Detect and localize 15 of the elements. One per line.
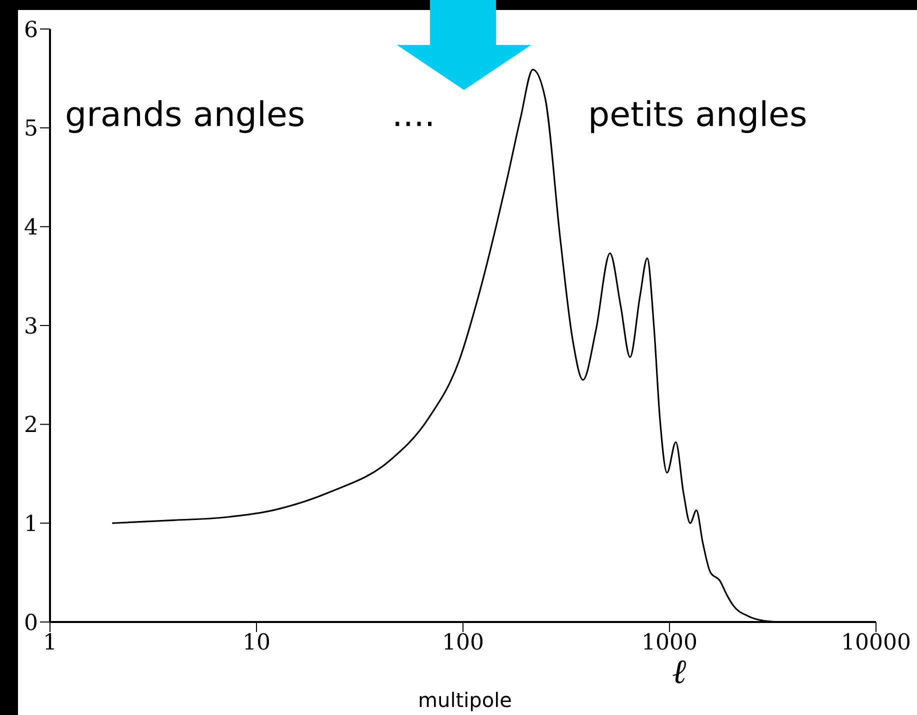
y-tick-label: 5: [24, 116, 38, 142]
y-tick-label: 1: [24, 512, 38, 537]
annotation: petits angles: [588, 95, 808, 135]
x-tick-label: 100: [442, 630, 484, 656]
x-tick-label: 10000: [841, 630, 911, 656]
y-tick-label: 2: [24, 413, 38, 438]
y-tick-label: 6: [24, 18, 38, 43]
annotation: grands angles: [65, 95, 306, 135]
annotation: ....: [392, 95, 436, 135]
y-tick-label: 0: [24, 610, 38, 636]
text: multipole: [418, 688, 512, 712]
x-tick-label: 10: [242, 630, 270, 656]
y-tick-label: 3: [24, 314, 38, 340]
x-tick-label: 1: [43, 630, 57, 656]
y-tick-label: 4: [24, 215, 38, 240]
